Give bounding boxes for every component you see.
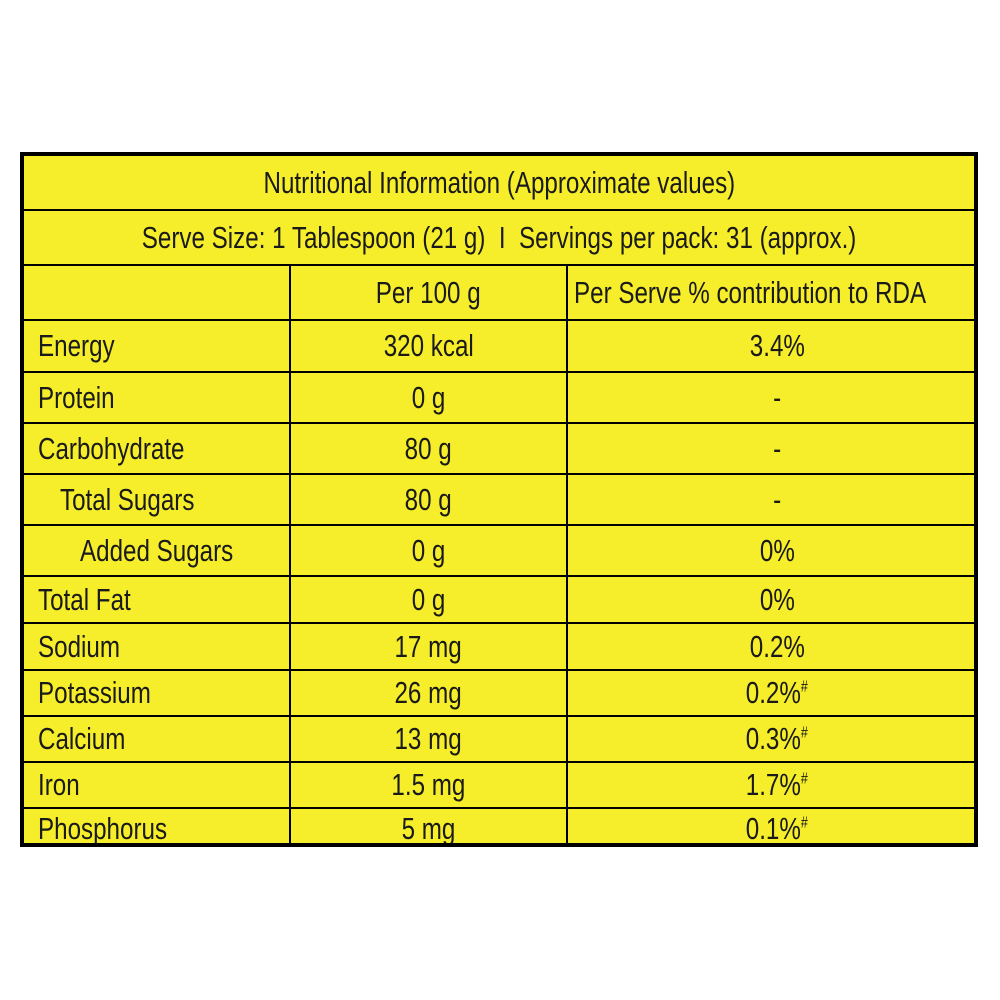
table-row: Calcium 13 mg 0.3%#: [24, 717, 974, 763]
footnote-mark: #: [801, 724, 809, 742]
nutrient-name: Phosphorus: [38, 811, 168, 846]
nutrient-name: Total Fat: [38, 581, 131, 617]
table-row: Energy 320 kcal 3.4%: [24, 321, 974, 373]
per-100g-value: 17 mg: [289, 624, 566, 669]
table-row: Phosphorus 5 mg 0.1%#: [24, 809, 974, 846]
rda-value: -: [566, 424, 974, 473]
table-row: Protein 0 g-: [24, 373, 974, 424]
rda-value: -: [566, 373, 974, 422]
header-nutrient: [24, 266, 289, 319]
nutrient-name: Carbohydrate: [38, 430, 185, 466]
rda-value: 0.2%#: [566, 671, 974, 715]
nutrient-name: Sodium: [38, 628, 120, 664]
table-row: Potassium 26 mg 0.2%#: [24, 671, 974, 717]
header-row: Per 100 g Per Serve % contribution to RD…: [24, 266, 974, 321]
table-title-row: Nutritional Information (Approximate val…: [24, 156, 974, 211]
rda-value: 3.4%: [566, 321, 974, 371]
rda-value: 0%: [566, 526, 974, 575]
rda-value: 0%: [566, 577, 974, 622]
nutrient-name: Added Sugars: [80, 532, 234, 568]
nutrient-name: Total Sugars: [60, 481, 195, 517]
per-100g-value: 0 g: [289, 373, 566, 422]
per-100g-value: 26 mg: [289, 671, 566, 715]
per-100g-value: 0 g: [289, 526, 566, 575]
serve-info: Serve Size: 1 Tablespoon (21 g) I Servin…: [141, 219, 857, 255]
nutrient-name: Protein: [38, 379, 115, 415]
per-100g-value: 1.5 mg: [289, 763, 566, 807]
table-row: Sodium 17 mg 0.2%: [24, 624, 974, 671]
footnote-mark: #: [801, 678, 809, 696]
rda-value: 0.1%#: [566, 809, 974, 843]
table-row: Added Sugars 0 g 0%: [24, 526, 974, 577]
nutrient-name: Calcium: [38, 721, 126, 756]
per-100g-value: 320 kcal: [289, 321, 566, 371]
table-row: Iron 1.5 mg 1.7%#: [24, 763, 974, 809]
table-row: Total Sugars 80 g-: [24, 475, 974, 526]
per-100g-value: 5 mg: [289, 809, 566, 843]
footnote-mark: #: [801, 770, 809, 788]
per-100g-value: 13 mg: [289, 717, 566, 761]
per-100g-value: 80 g: [289, 424, 566, 473]
per-100g-value: 80 g: [289, 475, 566, 524]
nutrition-table: Nutritional Information (Approximate val…: [20, 152, 978, 847]
per-100g-value: 0 g: [289, 577, 566, 622]
table-row: Total Fat 0 g 0%: [24, 577, 974, 624]
rda-value: 1.7%#: [566, 763, 974, 807]
table-title: Nutritional Information (Approximate val…: [263, 164, 735, 200]
footnote-mark: #: [801, 814, 809, 832]
rda-value: 0.2%: [566, 624, 974, 669]
header-per-serve: Per Serve % contribution to RDA: [566, 266, 974, 319]
header-per-100g: Per 100 g: [289, 266, 566, 319]
rda-value: -: [566, 475, 974, 524]
nutrient-name: Iron: [38, 767, 80, 802]
nutrient-name: Potassium: [38, 675, 151, 710]
rda-value: 0.3%#: [566, 717, 974, 761]
nutrient-name: Energy: [38, 328, 115, 363]
serve-info-row: Serve Size: 1 Tablespoon (21 g) I Servin…: [24, 211, 974, 266]
table-row: Carbohydrate 80 g-: [24, 424, 974, 475]
